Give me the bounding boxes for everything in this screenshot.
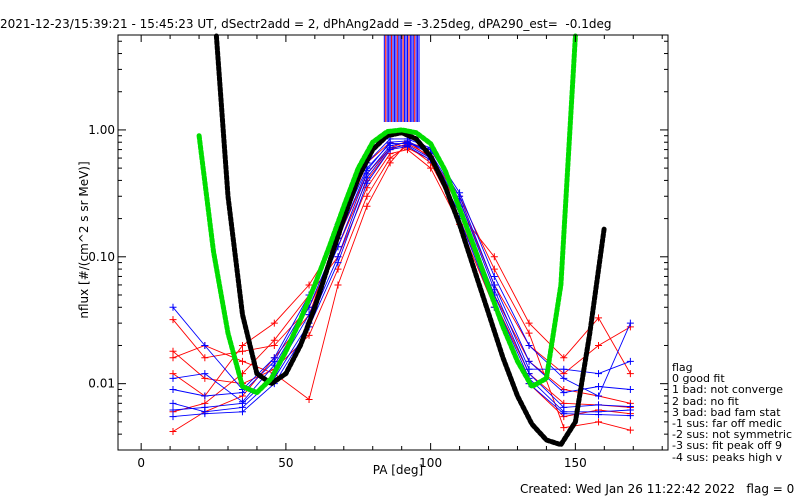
black-fit-curve	[213, 33, 607, 448]
data-point-blue	[201, 370, 209, 378]
data-point-blue	[169, 399, 177, 407]
data-point-red	[595, 341, 603, 349]
data-point-blue	[456, 189, 464, 197]
data-point-blue	[626, 357, 634, 365]
legend-entry-6: -3 sus: fit peak off 9	[672, 439, 782, 453]
legend-entry-0: 0 good fit	[672, 372, 725, 386]
data-point-red	[169, 354, 177, 362]
data-point-blue	[334, 259, 342, 267]
data-point-blue	[169, 303, 177, 311]
axes-group: 0 50 100 150 0.01 0.10 1.00	[88, 34, 669, 470]
data-point-blue	[525, 357, 533, 365]
data-point-blue	[169, 406, 177, 414]
data-point-red	[169, 427, 177, 435]
y-tick-label: 0.10	[88, 250, 115, 264]
data-point-blue	[595, 382, 603, 390]
data-point-red	[595, 418, 603, 426]
data-point-red	[490, 253, 498, 261]
green-fit-curve	[196, 33, 578, 396]
legend-title: flag	[672, 361, 693, 374]
footer-created: Created: Wed Jan 26 11:22:42 2022 flag =…	[520, 482, 794, 496]
data-point-red	[169, 316, 177, 324]
data-point-red	[490, 265, 498, 273]
data-point-blue	[560, 389, 568, 397]
flag-text: flag = 0	[746, 482, 795, 496]
data-point-blue	[490, 272, 498, 280]
data-point-red	[238, 341, 246, 349]
data-point-red	[201, 354, 209, 362]
x-tick-label: 50	[278, 456, 293, 470]
legend-entry-4: -1 sus: far off medic	[672, 417, 783, 431]
series-red-line-3	[172, 149, 631, 418]
data-point-red	[626, 426, 634, 434]
chart-title: 2021-12-23/15:39:21 - 15:45:23 UT, dSect…	[0, 17, 612, 31]
data-point-blue	[626, 319, 634, 327]
data-point-blue	[201, 410, 209, 418]
data-point-blue	[560, 410, 568, 418]
data-point-red	[595, 314, 603, 322]
data-point-red	[238, 357, 246, 365]
data-point-blue	[169, 374, 177, 382]
data-point-blue	[270, 354, 278, 362]
data-point-blue	[363, 179, 371, 187]
data-point-red	[525, 319, 533, 327]
data-point-blue	[595, 401, 603, 409]
data-point-red	[334, 265, 342, 273]
data-point-blue	[238, 408, 246, 416]
legend-entry-1: 1 bad: not converge	[672, 383, 784, 397]
series-blue-line-10	[172, 146, 631, 418]
data-point-blue	[595, 392, 603, 400]
flag-legend: flag 0 good fit 1 bad: not converge 2 ba…	[672, 362, 792, 463]
x-tick-label: 150	[564, 456, 587, 470]
legend-entry-3: 3 bad: bad fam stat	[672, 405, 781, 419]
data-point-blue	[169, 413, 177, 421]
data-point-blue	[626, 412, 634, 420]
data-point-blue	[169, 385, 177, 393]
data-point-red	[386, 159, 394, 167]
data-point-red	[427, 164, 435, 172]
y-axis-label: nflux [#/(cm^2 s sr MeV)]	[77, 161, 91, 318]
data-point-red	[525, 329, 533, 337]
data-point-red	[169, 347, 177, 355]
data-point-blue	[386, 146, 394, 154]
data-point-red	[305, 281, 313, 289]
data-point-red	[305, 396, 313, 404]
data-point-blue	[595, 370, 603, 378]
data-point-red	[626, 370, 634, 378]
x-tick-label: 0	[137, 456, 145, 470]
data-point-blue	[201, 341, 209, 349]
data-point-red	[363, 202, 371, 210]
data-point-red	[560, 354, 568, 362]
legend-entry-2: 2 bad: no fit	[672, 394, 739, 408]
data-point-red	[270, 319, 278, 327]
created-text: Created: Wed Jan 26 11:22:42 2022	[520, 482, 735, 496]
data-point-red	[270, 336, 278, 344]
plot-frame	[117, 34, 669, 451]
y-tick-label: 1.00	[88, 123, 115, 137]
data-point-red	[334, 281, 342, 289]
x-tick-label: 100	[419, 456, 442, 470]
x-axis-label: PA [deg]	[373, 463, 423, 477]
data-point-blue	[525, 365, 533, 373]
data-point-red	[363, 192, 371, 200]
data-point-blue	[595, 411, 603, 419]
data-point-blue	[525, 341, 533, 349]
data-point-blue	[403, 143, 411, 151]
data-point-blue	[560, 374, 568, 382]
data-point-blue	[560, 365, 568, 373]
legend-entry-7: -4 sus: peaks high v	[672, 450, 783, 464]
legend-entry-5: -2 sus: not symmetric	[672, 428, 792, 442]
data-point-blue	[238, 398, 246, 406]
fit-curves-group	[196, 33, 607, 448]
data-point-blue	[201, 392, 209, 400]
y-tick-label: 0.01	[88, 377, 115, 391]
data-point-red	[560, 424, 568, 432]
data-point-blue	[626, 385, 634, 393]
